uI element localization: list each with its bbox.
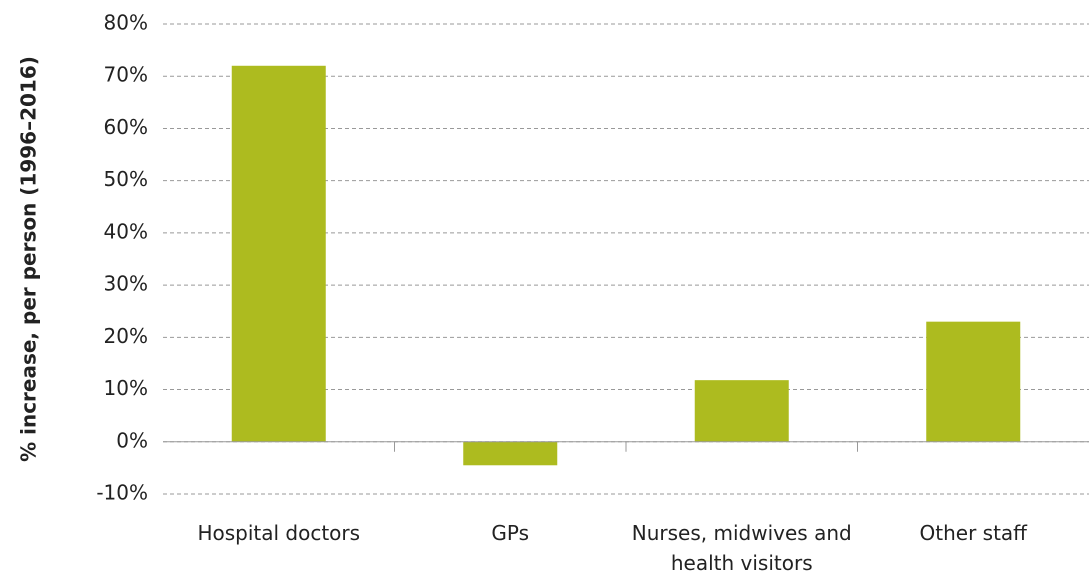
bar bbox=[231, 65, 326, 442]
x-tick-label: GPs bbox=[491, 521, 530, 545]
x-tick-label: Nurses, midwives and health visitors bbox=[631, 521, 852, 575]
y-tick-label: 20% bbox=[104, 324, 148, 348]
y-tick-label: 70% bbox=[104, 63, 148, 87]
x-tick-label: Hospital doctors bbox=[197, 521, 361, 545]
y-tick-label: 80% bbox=[104, 11, 148, 35]
y-tick-label: 30% bbox=[104, 272, 148, 296]
bar bbox=[926, 321, 1021, 442]
y-tick-label: 60% bbox=[104, 115, 148, 139]
y-tick-label: 50% bbox=[104, 167, 148, 191]
y-tick-label: 0% bbox=[116, 428, 148, 452]
bar bbox=[463, 441, 558, 466]
y-tick-label: 40% bbox=[104, 219, 148, 243]
x-tick-label: Other staff bbox=[919, 521, 1027, 545]
y-tick-label: -10% bbox=[96, 481, 148, 505]
y-axis-label: % increase, per person (1996–2016) bbox=[17, 56, 41, 462]
bar bbox=[694, 380, 789, 442]
y-tick-label: 10% bbox=[104, 376, 148, 400]
